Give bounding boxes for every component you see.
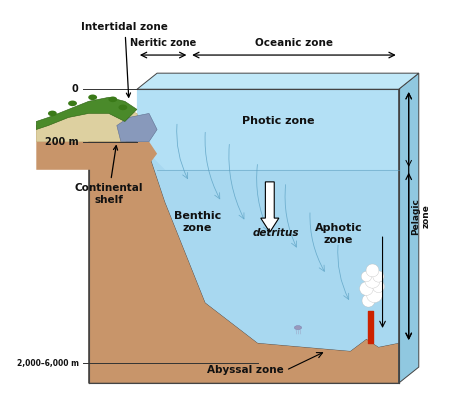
Ellipse shape bbox=[68, 101, 77, 106]
Text: detritus: detritus bbox=[253, 228, 299, 238]
Text: 0: 0 bbox=[72, 84, 79, 94]
Text: 2,000–6,000 m: 2,000–6,000 m bbox=[17, 358, 79, 368]
Ellipse shape bbox=[88, 95, 97, 100]
Polygon shape bbox=[117, 114, 157, 142]
Text: Pelagic
zone: Pelagic zone bbox=[411, 198, 430, 235]
Polygon shape bbox=[36, 97, 137, 130]
Polygon shape bbox=[137, 89, 399, 351]
Circle shape bbox=[373, 271, 384, 282]
Circle shape bbox=[366, 264, 379, 277]
Polygon shape bbox=[36, 142, 157, 170]
Text: Aphotic
zone: Aphotic zone bbox=[314, 223, 362, 245]
Circle shape bbox=[362, 294, 375, 307]
Circle shape bbox=[361, 271, 372, 282]
Ellipse shape bbox=[118, 105, 128, 110]
Circle shape bbox=[365, 273, 380, 288]
Text: Abyssal zone: Abyssal zone bbox=[207, 365, 284, 375]
Polygon shape bbox=[89, 142, 399, 383]
Text: Continental
shelf: Continental shelf bbox=[74, 146, 143, 205]
Text: Photic zone: Photic zone bbox=[242, 116, 314, 126]
Text: 200 m: 200 m bbox=[45, 137, 79, 147]
Text: Intertidal zone: Intertidal zone bbox=[82, 22, 168, 97]
Polygon shape bbox=[36, 105, 141, 142]
Ellipse shape bbox=[109, 97, 117, 102]
Polygon shape bbox=[399, 73, 419, 383]
Circle shape bbox=[366, 286, 383, 303]
Polygon shape bbox=[137, 73, 419, 89]
Circle shape bbox=[360, 282, 374, 295]
Ellipse shape bbox=[294, 326, 301, 330]
Text: Oceanic zone: Oceanic zone bbox=[255, 38, 333, 48]
FancyArrow shape bbox=[261, 182, 279, 232]
Polygon shape bbox=[137, 89, 399, 170]
Text: Benthic
zone: Benthic zone bbox=[173, 211, 221, 233]
Text: Neritic zone: Neritic zone bbox=[130, 38, 196, 48]
Circle shape bbox=[373, 280, 384, 292]
Ellipse shape bbox=[48, 111, 57, 116]
